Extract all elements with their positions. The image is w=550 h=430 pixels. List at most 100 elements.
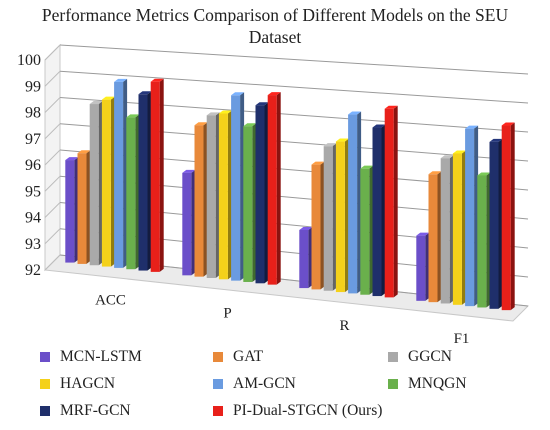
bar-hagcn-r: [335, 141, 345, 293]
bar-side-gat-acc: [86, 150, 91, 264]
chart-title-line-1: Performance Metrics Comparison of Differ…: [41, 5, 509, 25]
bar-side-am-gcn-p: [240, 92, 245, 281]
side-gridline: [44, 202, 61, 218]
bar-mrf-gcn-r: [372, 127, 382, 297]
bar-side-mnqgn-acc: [135, 114, 140, 270]
bar-side-mnqgn-f1: [486, 172, 491, 308]
bar-top-gat-p: [194, 122, 208, 126]
bar-top-hagcn-acc: [101, 96, 115, 100]
bar-top-ggcn-f1: [440, 155, 454, 159]
legend-item-pi-dual-stgcn: PI-Dual-STGCN (Ours): [213, 402, 382, 420]
bar-side-pi-dual-stgcn-ours-f1: [510, 122, 515, 311]
bar-top-mrf-gcn-acc: [138, 91, 152, 95]
bar-am-gcn-f1: [465, 128, 475, 307]
legend-swatch-am-gcn: [213, 379, 223, 389]
bar-ggcn-p: [206, 115, 216, 278]
bar-top-mcn-lstm-r: [299, 226, 313, 230]
gridline: [59, 44, 529, 75]
bar-side-mcn-lstm-f1: [425, 232, 430, 301]
bar-top-ggcn-r: [323, 143, 337, 147]
bar-top-mrf-gcn-r: [372, 124, 386, 128]
bar-side-ggcn-r: [332, 143, 337, 291]
legend-label-gat: GAT: [233, 348, 264, 365]
bar-top-mnqgn-r: [360, 165, 374, 169]
bar-gat-r: [311, 164, 321, 290]
bar-top-am-gcn-p: [231, 92, 245, 96]
side-gridline: [44, 97, 61, 113]
legend-label-hagcn: HAGCN: [60, 375, 116, 392]
bar-pi-dual-stgcn-ours-acc: [150, 81, 160, 272]
bar-side-mnqgn-p: [252, 123, 257, 282]
bar-hagcn-f1: [452, 153, 462, 305]
bar-top-mcn-lstm-acc: [65, 157, 79, 161]
gridline: [59, 97, 529, 133]
bar-mcn-lstm-acc: [65, 160, 75, 263]
bar-pi-dual-stgcn-ours-r: [384, 108, 394, 298]
bar-hagcn-p: [218, 113, 228, 280]
y-tick-label: 100: [17, 52, 41, 69]
bar-side-ggcn-acc: [98, 101, 103, 266]
legend: MCN-LSTM GAT GGCN HAGCN AM-GCN MNQGN MRF…: [0, 344, 550, 430]
bar-mcn-lstm-p: [182, 172, 192, 276]
bar-pi-dual-stgcn-ours-f1: [501, 125, 511, 311]
bar-side-pi-dual-stgcn-ours-acc: [159, 78, 164, 272]
bar-top-hagcn-p: [218, 110, 232, 114]
side-gridline: [44, 228, 61, 245]
y-tick-label: 98: [25, 105, 41, 122]
bar-top-mnqgn-p: [243, 123, 257, 127]
bar-side-hagcn-p: [227, 110, 232, 280]
legend-label-mrf-gcn: MRF-GCN: [60, 402, 131, 419]
bar-mrf-gcn-p: [255, 105, 265, 284]
bar-hagcn-acc: [101, 99, 111, 267]
legend-swatch-pi-dual-stgcn: [213, 406, 223, 416]
bar-mnqgn-acc: [126, 117, 136, 270]
bar-gat-f1: [428, 174, 438, 303]
legend-swatch-gat: [213, 352, 223, 362]
chart-title: Performance Metrics Comparison of Differ…: [0, 4, 550, 48]
bar-top-mcn-lstm-p: [182, 169, 196, 173]
bar-side-mcn-lstm-r: [308, 226, 313, 289]
legend-item-am-gcn: AM-GCN: [213, 375, 296, 393]
bar-top-am-gcn-f1: [465, 125, 479, 129]
bar-top-ggcn-p: [206, 112, 220, 116]
legend-label-mcn-lstm: MCN-LSTM: [60, 348, 142, 365]
bar-side-gat-p: [203, 122, 208, 277]
x-category-label: F1: [454, 331, 470, 345]
legend-item-ggcn: GGCN: [388, 348, 452, 366]
legend-item-hagcn: HAGCN: [40, 375, 115, 393]
legend-label-ggcn: GGCN: [408, 348, 452, 365]
bar-am-gcn-p: [231, 95, 241, 281]
bar-side-pi-dual-stgcn-ours-p: [276, 92, 281, 285]
x-category-label: R: [339, 318, 349, 334]
bar-side-am-gcn-acc: [123, 78, 128, 268]
bar-top-mrf-gcn-p: [255, 102, 269, 106]
chart-title-line-2: Dataset: [248, 27, 302, 47]
bar-side-gat-f1: [437, 171, 442, 303]
bar-side-mcn-lstm-acc: [74, 157, 79, 263]
legend-swatch-mnqgn: [388, 379, 398, 389]
x-category-label: ACC: [95, 293, 126, 309]
bar-top-am-gcn-acc: [114, 78, 128, 82]
bar-top-pi-dual-stgcn-ours-f1: [501, 122, 515, 126]
legend-item-mrf-gcn: MRF-GCN: [40, 402, 131, 420]
bar-side-am-gcn-r: [357, 111, 362, 294]
bar-top-ggcn-acc: [89, 101, 103, 105]
bar-mrf-gcn-f1: [489, 141, 499, 309]
bar-top-gat-r: [311, 161, 325, 165]
bar-side-mnqgn-r: [369, 165, 374, 295]
y-tick-label: 96: [25, 157, 41, 174]
bar-mnqgn-r: [360, 168, 370, 295]
legend-label-am-gcn: AM-GCN: [233, 375, 296, 392]
bar-top-pi-dual-stgcn-ours-r: [384, 105, 398, 109]
legend-label-pi-dual-stgcn: PI-Dual-STGCN (Ours): [233, 402, 383, 419]
bar-ggcn-acc: [89, 104, 99, 266]
y-tick-label: 92: [25, 262, 41, 279]
bar-mnqgn-p: [243, 126, 253, 282]
y-tick-label: 99: [25, 78, 41, 95]
bar-top-mnqgn-acc: [126, 114, 140, 118]
bar-mnqgn-f1: [477, 175, 487, 308]
bar-top-mnqgn-f1: [477, 172, 491, 176]
legend-item-gat: GAT: [213, 348, 263, 366]
bar-side-mrf-gcn-p: [264, 102, 269, 284]
bar-side-pi-dual-stgcn-ours-r: [393, 105, 398, 298]
